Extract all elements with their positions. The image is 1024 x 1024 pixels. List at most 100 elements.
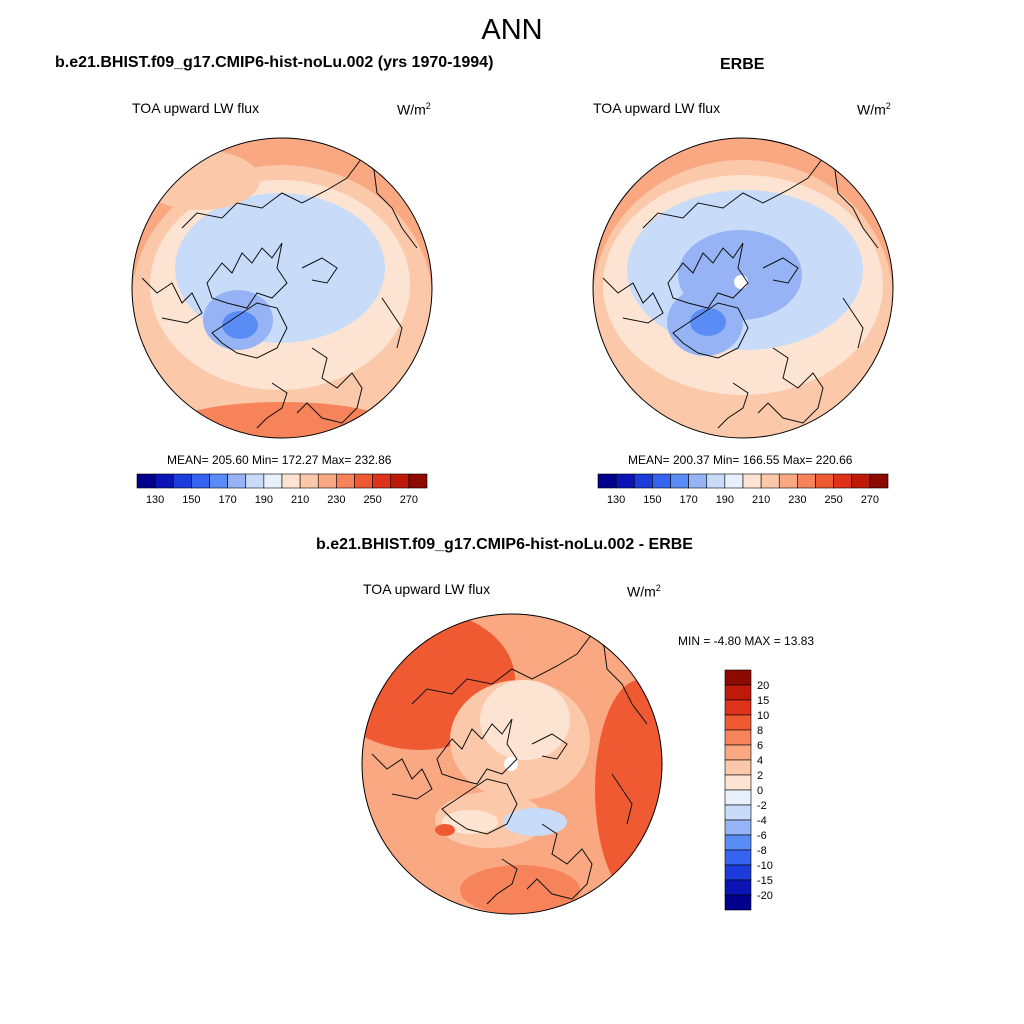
obs-colorbar-swatch xyxy=(597,473,617,489)
diff-colorbar-swatch xyxy=(724,729,752,746)
diff-units-label: W/m2 xyxy=(627,583,661,600)
model-colorbar-swatch xyxy=(299,473,319,489)
diff-colorbar-tick-label: -4 xyxy=(757,815,767,827)
model-colorbar-tick-label: 190 xyxy=(255,494,273,506)
model-colorbar-swatch xyxy=(317,473,337,489)
model-colorbar-tick-label: 230 xyxy=(327,494,345,506)
obs-units-label: W/m2 xyxy=(857,101,891,118)
obs-colorbar-swatch xyxy=(670,473,689,489)
model-colorbar-tick-label: 150 xyxy=(182,494,200,506)
obs-colorbar-swatch xyxy=(869,473,889,489)
diff-colorbar-tick-label: 8 xyxy=(757,725,763,737)
diff-panel-title: b.e21.BHIST.f09_g17.CMIP6-hist-noLu.002 … xyxy=(316,536,693,553)
diff-colorbar-swatch xyxy=(724,849,752,866)
model-colorbar-swatch xyxy=(281,473,301,489)
obs-colorbar-swatch xyxy=(778,473,798,489)
model-colorbar-swatch xyxy=(172,473,192,489)
diff-colorbar-tick-label: 20 xyxy=(757,680,769,692)
model-colorbar-tick-label: 170 xyxy=(218,494,236,506)
diff-colorbar-swatch xyxy=(724,834,752,851)
diff-units-base: W/m xyxy=(627,583,656,600)
model-colorbar-swatch xyxy=(390,473,410,489)
obs-colorbar-swatch xyxy=(724,473,744,489)
model-stats: MEAN= 205.60 Min= 172.27 Max= 232.86 xyxy=(167,453,392,467)
diff-colorbar-swatch xyxy=(724,699,752,716)
model-units-exp: 2 xyxy=(425,101,431,111)
model-units-label: W/m2 xyxy=(397,101,431,118)
model-variable-label: TOA upward LW flux xyxy=(132,100,260,116)
diff-colorbar-swatch xyxy=(724,759,752,776)
model-colorbar-swatch xyxy=(136,473,156,489)
obs-stats: MEAN= 200.37 Min= 166.55 Max= 220.66 xyxy=(628,453,853,467)
model-colorbar-swatch xyxy=(336,473,355,489)
obs-colorbar-tick-label: 230 xyxy=(788,494,806,506)
map-obs xyxy=(592,137,894,439)
diff-colorbar-tick-label: 6 xyxy=(757,740,763,752)
model-colorbar-swatch xyxy=(354,473,373,489)
diff-colorbar-tick-label: -20 xyxy=(757,890,773,902)
diff-colorbar-swatch xyxy=(724,879,752,896)
obs-colorbar-swatch xyxy=(797,473,816,489)
diff-colorbar-tick-label: 15 xyxy=(757,695,769,707)
diff-colorbar-swatch xyxy=(724,744,752,761)
obs-units-exp: 2 xyxy=(885,101,891,111)
diff-colorbar-tick-label: 2 xyxy=(757,770,763,782)
diff-colorbar-tick-label: 4 xyxy=(757,755,763,767)
model-colorbar-swatch xyxy=(209,473,228,489)
obs-variable-label: TOA upward LW flux xyxy=(593,100,721,116)
obs-colorbar-tick-label: 270 xyxy=(861,494,879,506)
diff-stats: MIN = -4.80 MAX = 13.83 xyxy=(678,634,815,648)
model-colorbar-swatch xyxy=(154,473,174,489)
obs-panel-title: ERBE xyxy=(720,56,765,73)
obs-colorbar-swatch xyxy=(760,473,780,489)
diff-colorbar-swatch xyxy=(724,714,752,731)
figure-title: ANN xyxy=(481,14,543,46)
model-colorbar: 130 150 170 190 210 230 250 270 xyxy=(136,473,428,506)
model-colorbar-swatch xyxy=(372,473,392,489)
obs-colorbar-swatch xyxy=(688,473,708,489)
obs-colorbar-tick-label: 170 xyxy=(679,494,697,506)
diff-colorbar-swatch xyxy=(724,684,752,701)
model-colorbar-swatch xyxy=(191,473,210,489)
diff-units-exp: 2 xyxy=(655,583,661,593)
diff-colorbar-swatch xyxy=(724,819,752,836)
model-colorbar-swatch xyxy=(263,473,283,489)
model-units-base: W/m xyxy=(397,101,426,118)
obs-colorbar-tick-label: 130 xyxy=(607,494,625,506)
map-diff xyxy=(361,613,663,915)
diff-colorbar-swatch xyxy=(724,894,752,911)
diff-colorbar-tick-label: -10 xyxy=(757,860,773,872)
model-colorbar-swatch xyxy=(408,473,428,489)
diff-variable-label: TOA upward LW flux xyxy=(363,581,491,597)
model-colorbar-tick-label: 250 xyxy=(363,494,381,506)
diff-colorbar-swatch xyxy=(724,789,752,806)
obs-colorbar-swatch xyxy=(815,473,834,489)
diff-colorbar-tick-label: -2 xyxy=(757,800,767,812)
diff-colorbar-swatch xyxy=(724,669,752,686)
diff-colorbar-tick-label: -6 xyxy=(757,830,767,842)
diff-colorbar-tick-label: 10 xyxy=(757,710,769,722)
model-colorbar-swatch xyxy=(245,473,265,489)
diff-colorbar-swatch xyxy=(724,804,752,821)
diff-colorbar-tick-label: -8 xyxy=(757,845,767,857)
obs-colorbar: 130 150 170 190 210 230 250 270 xyxy=(597,473,889,506)
diff-colorbar-swatch xyxy=(724,774,752,791)
model-colorbar-tick-label: 210 xyxy=(291,494,309,506)
model-colorbar-tick-label: 130 xyxy=(146,494,164,506)
obs-colorbar-swatch xyxy=(833,473,853,489)
obs-colorbar-swatch xyxy=(742,473,762,489)
obs-units-base: W/m xyxy=(857,101,886,118)
model-panel-title: b.e21.BHIST.f09_g17.CMIP6-hist-noLu.002 … xyxy=(55,54,494,71)
model-colorbar-tick-label: 270 xyxy=(400,494,418,506)
model-colorbar-swatch xyxy=(227,473,247,489)
obs-colorbar-swatch xyxy=(706,473,726,489)
obs-colorbar-swatch xyxy=(851,473,871,489)
obs-colorbar-swatch xyxy=(615,473,635,489)
map-model xyxy=(131,137,433,439)
obs-colorbar-tick-label: 190 xyxy=(716,494,734,506)
obs-colorbar-tick-label: 210 xyxy=(752,494,770,506)
diff-colorbar-tick-label: 0 xyxy=(757,785,763,797)
diff-colorbar-tick-label: -15 xyxy=(757,875,773,887)
